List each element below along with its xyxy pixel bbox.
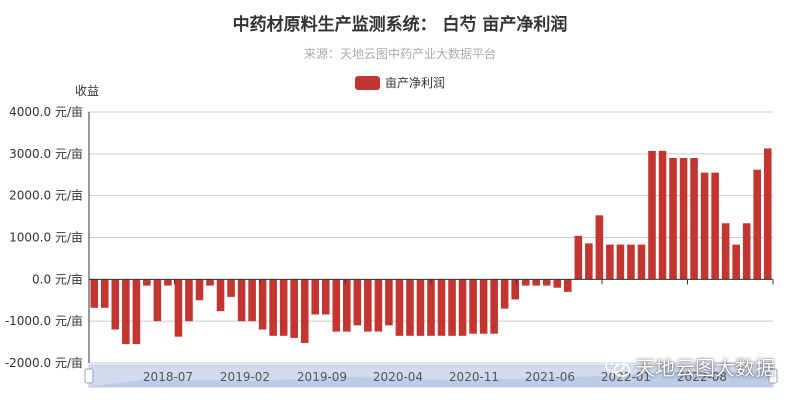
legend[interactable]: 亩产净利润 bbox=[355, 74, 445, 91]
bar[interactable] bbox=[690, 158, 698, 280]
bar[interactable] bbox=[290, 279, 298, 338]
bar[interactable] bbox=[500, 279, 509, 309]
bar[interactable] bbox=[395, 279, 404, 336]
bar[interactable] bbox=[269, 279, 277, 336]
x-tick-label: 2019-02 bbox=[220, 370, 270, 384]
bar[interactable] bbox=[185, 279, 193, 322]
bar[interactable] bbox=[553, 279, 562, 288]
bar[interactable] bbox=[237, 279, 246, 322]
bar[interactable] bbox=[679, 158, 688, 280]
bar[interactable] bbox=[427, 279, 435, 336]
y-tick-label: -1000.0 元/亩 bbox=[5, 313, 83, 328]
bar[interactable] bbox=[763, 148, 772, 280]
wechat-icon bbox=[605, 356, 631, 377]
bar[interactable] bbox=[153, 279, 162, 322]
bar[interactable] bbox=[542, 279, 551, 286]
bar[interactable] bbox=[164, 279, 172, 286]
bar[interactable] bbox=[206, 279, 214, 286]
bar[interactable] bbox=[406, 279, 414, 336]
y-tick-label: 2000.0 元/亩 bbox=[9, 188, 83, 203]
zoom-handle-left[interactable] bbox=[84, 368, 94, 384]
bar[interactable] bbox=[385, 279, 393, 326]
bar[interactable] bbox=[700, 172, 709, 280]
x-tick-label: 2022-08 bbox=[677, 370, 727, 384]
bar[interactable] bbox=[248, 279, 256, 322]
bar[interactable] bbox=[311, 279, 320, 315]
watermark-text: 天地云图大数据 bbox=[635, 356, 775, 380]
bar[interactable] bbox=[469, 279, 477, 334]
y-tick-label: -2000.0 元/亩 bbox=[5, 355, 83, 370]
bar[interactable] bbox=[132, 279, 141, 345]
bar[interactable] bbox=[437, 279, 446, 336]
bar[interactable] bbox=[300, 279, 309, 343]
zoom-preview-area bbox=[89, 371, 773, 387]
legend-label: 亩产净利润 bbox=[385, 76, 446, 90]
y-tick-label: 1000.0 元/亩 bbox=[9, 230, 83, 245]
bar[interactable] bbox=[143, 279, 151, 286]
y-tick-label: 0.0 元/亩 bbox=[32, 271, 83, 286]
bar[interactable] bbox=[174, 279, 183, 337]
bar[interactable] bbox=[227, 279, 235, 297]
bar[interactable] bbox=[448, 279, 456, 336]
legend-swatch bbox=[355, 75, 380, 90]
bar[interactable] bbox=[490, 279, 498, 334]
watermark: 天地云图大数据 bbox=[605, 352, 775, 381]
y-axis-label: 收益 bbox=[75, 84, 99, 98]
y-tick-label: 3000.0 元/亩 bbox=[9, 146, 83, 161]
bar[interactable] bbox=[458, 279, 467, 336]
bar[interactable] bbox=[521, 279, 530, 286]
bar[interactable] bbox=[374, 279, 383, 332]
bar[interactable] bbox=[574, 235, 583, 280]
bar[interactable] bbox=[279, 279, 288, 336]
bar[interactable] bbox=[258, 279, 267, 330]
bar[interactable] bbox=[732, 244, 740, 280]
zoom-handle-right[interactable] bbox=[768, 368, 778, 384]
bar[interactable] bbox=[595, 215, 604, 280]
x-tick-label: 2022-01 bbox=[601, 370, 651, 384]
bar[interactable] bbox=[753, 169, 762, 280]
bar[interactable] bbox=[721, 223, 730, 280]
bar[interactable] bbox=[532, 279, 541, 286]
bar[interactable] bbox=[585, 243, 593, 280]
x-tick-label: 2020-11 bbox=[449, 370, 499, 384]
y-tick-label: 4000.0 元/亩 bbox=[9, 104, 83, 119]
bar[interactable] bbox=[364, 279, 372, 332]
bar[interactable] bbox=[637, 244, 646, 280]
bar[interactable] bbox=[195, 279, 204, 301]
bar[interactable] bbox=[353, 279, 362, 326]
bar[interactable] bbox=[711, 172, 719, 280]
x-tick-label: 2021-06 bbox=[525, 370, 575, 384]
bar[interactable] bbox=[111, 279, 120, 330]
x-tick-label: 2020-04 bbox=[373, 370, 423, 384]
bar[interactable] bbox=[122, 279, 130, 345]
bar[interactable] bbox=[648, 150, 656, 280]
bar[interactable] bbox=[216, 279, 225, 312]
bar[interactable] bbox=[616, 244, 625, 280]
bar[interactable] bbox=[101, 279, 109, 308]
bar[interactable] bbox=[416, 279, 425, 336]
chart-subtitle: 来源：天地云图中药产业大数据平台 bbox=[303, 47, 496, 61]
chart-title: 中药材原料生产监测系统： 白芍 亩产净利润 bbox=[232, 15, 568, 35]
x-tick-label: 2018-07 bbox=[143, 370, 193, 384]
bar[interactable] bbox=[627, 244, 635, 280]
bar[interactable] bbox=[90, 279, 99, 308]
bar[interactable] bbox=[564, 279, 572, 292]
bar[interactable] bbox=[669, 158, 677, 280]
bar[interactable] bbox=[332, 279, 341, 332]
bar[interactable] bbox=[742, 223, 751, 280]
bar[interactable] bbox=[321, 279, 330, 315]
bar[interactable] bbox=[511, 279, 519, 300]
x-tick-label: 2019-09 bbox=[297, 370, 347, 384]
bar[interactable] bbox=[606, 244, 614, 280]
bar[interactable] bbox=[343, 279, 351, 332]
bar[interactable] bbox=[479, 279, 488, 334]
bar[interactable] bbox=[658, 150, 667, 280]
